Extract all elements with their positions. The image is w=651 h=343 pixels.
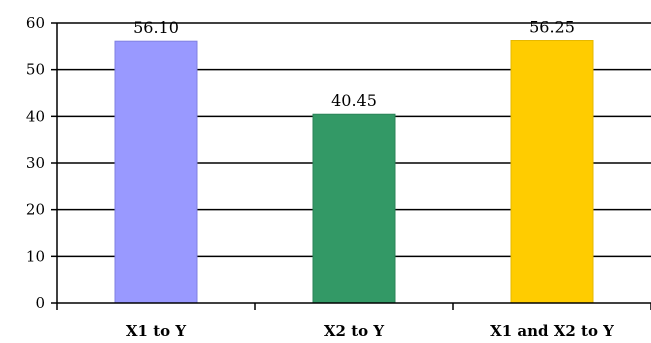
x-tick-label: X2 to Y [324,322,384,340]
bar-3 [510,40,594,304]
bars [114,40,594,304]
category-labels: X1 to Y X2 to Y X1 and X2 to Y [126,322,614,340]
y-axis: 0 10 20 30 40 50 60 [26,14,57,312]
y-tick-label: 0 [35,294,45,312]
bar-2 [312,113,396,304]
data-label: 56.10 [133,18,179,37]
y-tick-label: 50 [26,61,45,79]
x-axis [56,303,651,310]
bar-1 [114,40,198,304]
data-labels: 56.10 40.45 56.25 [133,18,575,111]
y-tick-label: 60 [26,14,45,32]
y-tick-label: 20 [26,201,45,219]
x-tick-label: X1 to Y [126,322,186,340]
y-tick-label: 10 [26,247,45,265]
data-label: 40.45 [331,91,377,110]
y-tick-label: 40 [26,107,45,125]
data-label: 56.25 [529,18,575,37]
x-tick-label: X1 and X2 to Y [490,322,614,340]
y-tick-label: 30 [26,154,45,172]
